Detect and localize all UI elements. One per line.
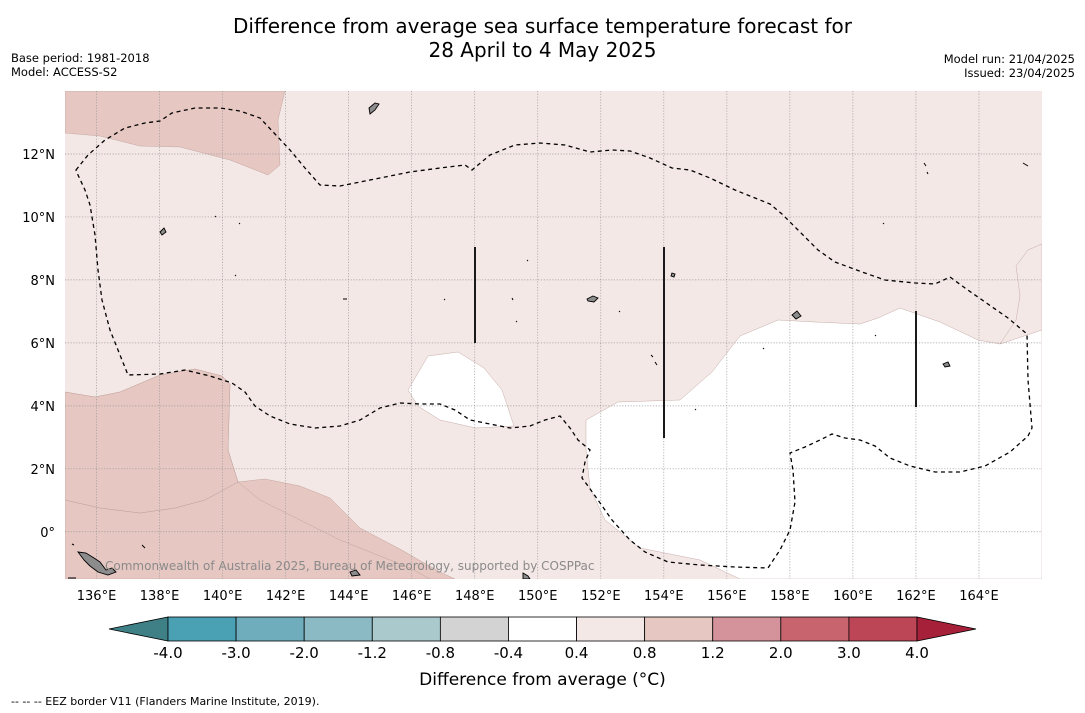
longitude-tick-label: 142°E [266,589,306,604]
meta-right: Model run: 21/04/2025 Issued: 23/04/2025 [944,52,1075,80]
colorbar-segment [576,616,646,642]
longitude-tick-label: 148°E [455,589,495,604]
colorbar-tick-label: -0.8 [426,644,455,662]
island-guam [368,102,380,115]
longitude-tick-label: 146°E [392,589,432,604]
longitude-tick-label: 136°E [77,589,117,604]
colorbar-title: Difference from average (°C) [419,670,666,690]
longitude-tick-label: 158°E [770,589,810,604]
colorbar [108,616,977,642]
longitude-tick-label: 152°E [581,589,621,604]
colorbar-extend-high [916,616,977,642]
graticule [65,91,1042,579]
longitude-tick-label: 144°E [329,589,369,604]
colorbar-segment [439,616,509,642]
title-line-1: Difference from average sea surface temp… [232,14,852,38]
issued-date: Issued: 23/04/2025 [964,66,1075,80]
island-chuuk [586,295,599,303]
longitude-tick-label: 150°E [518,589,558,604]
colorbar-tick-label: 1.2 [701,644,725,662]
land-islands [77,102,951,579]
latitude-tick-label: 10°N [22,211,55,226]
longitude-tick-label: 154°E [644,589,684,604]
colorbar-tick-label: 3.0 [837,644,861,662]
longitude-tick-label: 160°E [833,589,873,604]
colorbar-tick-label: -2.0 [290,644,319,662]
colorbar-tick-label: -0.4 [494,644,523,662]
island-pohnpei [791,310,802,320]
meta-left: Base period: 1981-2018 Model: ACCESS-S2 [11,51,150,79]
model-run: Model run: 21/04/2025 [943,52,1075,66]
model-name: Model: ACCESS-S2 [11,65,118,79]
colorbar-segment [371,616,441,642]
colorbar-segment [235,616,305,642]
title-line-2: 28 April to 4 May 2025 [428,38,657,62]
island-new-guinea-north [77,551,117,576]
anomaly-region-light-s [238,470,745,579]
colorbar-labels: -4.0 -3.0 -2.0 -1.2 -0.8 -0.4 0.4 0.8 1.2 2.0 3.0 4… [153,644,929,662]
longitude-tick-label: 156°E [707,589,747,604]
colorbar-segment [167,616,237,642]
island-mokil [670,272,676,278]
anomaly-region-warm-s [237,478,456,579]
anomaly-region-light-e [999,243,1042,345]
latitude-tick-label: 8°N [31,274,56,289]
anomaly-region-warm-nw [65,91,286,176]
longitude-tick-label: 162°E [896,589,936,604]
longitude-tick-label: 140°E [203,589,243,604]
latitude-tick-label: 6°N [31,337,56,352]
longitude-labels: 136°E 138°E 140°E 142°E 144°E 146°E 148°E 150°E… [77,589,999,604]
longitude-tick-label: 138°E [140,589,180,604]
longitude-tick-label: 164°E [959,589,999,604]
base-period: Base period: 1981-2018 [11,51,150,65]
colorbar-segment [303,616,373,642]
colorbar-tick-label: 0.4 [565,644,589,662]
anomaly-region-neutral-1 [407,351,515,429]
latitude-tick-label: 0° [40,526,55,541]
map-plot-area: Commonwealth of Australia 2025, Bureau o… [65,91,1042,579]
colorbar-tick-label: 4.0 [905,644,929,662]
atoll-dots [68,162,1029,579]
colorbar-segment [780,616,850,642]
colorbar-extend-low [108,616,169,642]
colorbar-segment [712,616,782,642]
island-manus [522,572,531,579]
colorbar-tick-label: -1.2 [358,644,387,662]
latitude-tick-label: 12°N [22,148,55,163]
latitude-labels: 12°N 10°N 8°N 6°N 4°N 2°N 0° [22,148,55,541]
colorbar-segment [848,616,918,642]
latitude-tick-label: 4°N [31,400,56,415]
colorbar-tick-label: 0.8 [633,644,657,662]
colorbar-segment [644,616,714,642]
colorbar-segment [508,616,577,642]
anomaly-region-warm-w [65,368,239,514]
colorbar-tick-label: 2.0 [769,644,793,662]
island-south-small [349,569,361,577]
eez-footnote: -- -- -- EEZ border V11 (Flanders Marine… [11,695,320,708]
latitude-tick-label: 2°N [31,463,56,478]
map-credit: Commonwealth of Australia 2025, Bureau o… [105,559,595,573]
island-kosrae [942,361,951,368]
colorbar-tick-label: -3.0 [221,644,250,662]
island-yap [159,227,167,236]
colorbar-tick-label: -4.0 [153,644,182,662]
map-title: Difference from average sea surface temp… [0,14,1085,62]
eez-segments [474,247,917,438]
